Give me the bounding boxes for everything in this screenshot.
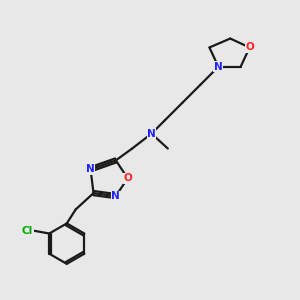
Text: O: O — [245, 43, 254, 52]
Text: N: N — [86, 164, 95, 174]
Text: N: N — [111, 191, 120, 201]
Text: Cl: Cl — [22, 226, 33, 236]
Text: N: N — [214, 62, 223, 72]
Text: N: N — [147, 129, 156, 139]
Text: O: O — [123, 173, 132, 183]
